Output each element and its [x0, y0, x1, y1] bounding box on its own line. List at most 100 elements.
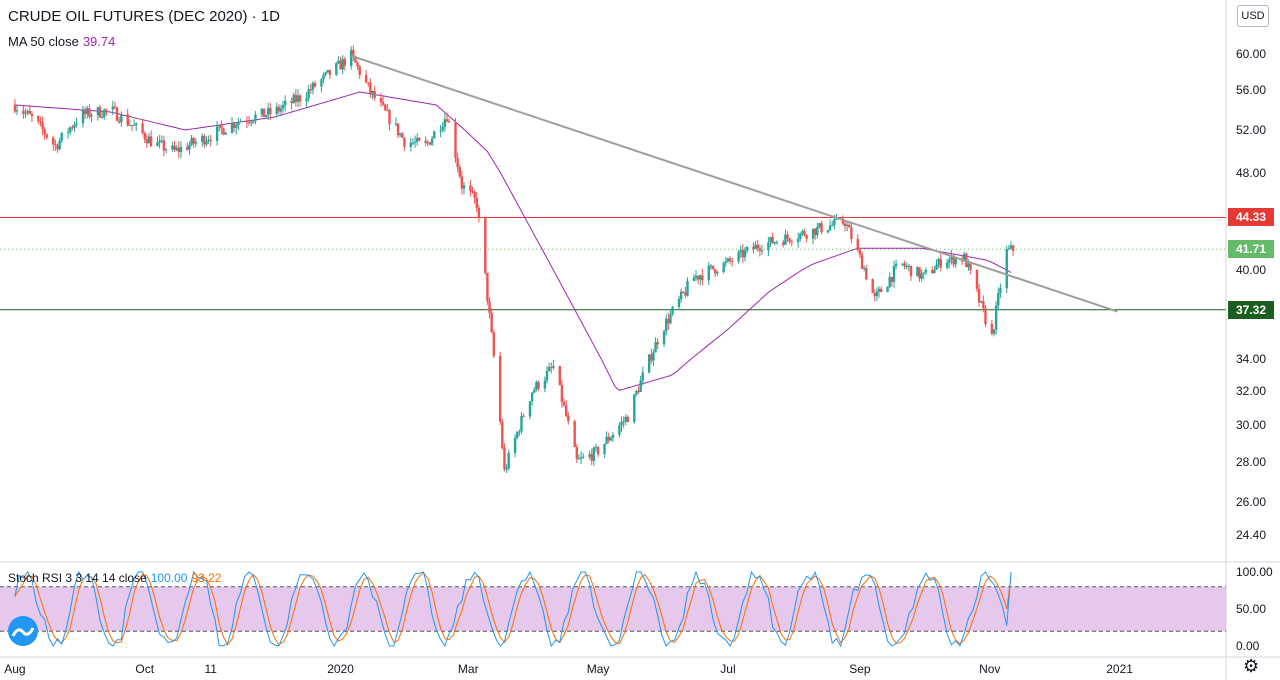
- candle-125: [386, 104, 389, 112]
- candle-body-208: [635, 390, 638, 395]
- candle-body-135: [415, 137, 419, 142]
- candle-body-113: [352, 49, 355, 57]
- candle-39: [130, 125, 134, 131]
- candle-324: [980, 300, 983, 304]
- candle-body-131: [403, 137, 406, 147]
- candle-body-320: [967, 263, 970, 268]
- candle-body-47: [156, 142, 159, 147]
- candle-body-244: [741, 249, 745, 258]
- candle-95: [296, 89, 300, 108]
- candle-body-130: [401, 133, 404, 138]
- candle-body-82: [260, 108, 264, 115]
- candle-165: [505, 464, 508, 474]
- candle-102: [320, 77, 323, 93]
- candle-253: [769, 236, 772, 247]
- candle-body-235: [713, 269, 717, 274]
- candle-body-271: [820, 223, 823, 233]
- candle-0: [13, 98, 17, 114]
- candle-162: [498, 351, 502, 425]
- candle-body-120: [371, 90, 374, 94]
- candle-body-199: [607, 436, 610, 441]
- candle-body-324: [980, 301, 983, 303]
- candle-52: [171, 142, 174, 152]
- candle-body-310: [937, 258, 940, 265]
- candle-body-145: [445, 119, 449, 122]
- candle-body-233: [709, 265, 713, 267]
- candle-body-214: [652, 352, 655, 361]
- candle-44: [145, 134, 149, 148]
- x-tick-label-8: Nov: [979, 662, 1000, 676]
- stoch-rsi-band: [0, 586, 1226, 632]
- candle-56: [179, 141, 183, 158]
- candle-body-243: [739, 249, 742, 253]
- candle-194: [592, 445, 596, 466]
- candle-body-216: [656, 342, 659, 345]
- tradingview-logo-icon[interactable]: [8, 616, 38, 646]
- stoch-rsi-d-value: 93.22: [191, 571, 222, 585]
- candle-106: [328, 69, 332, 80]
- candle-body-275: [833, 219, 836, 225]
- candle-body-230: [699, 275, 702, 280]
- candle-body-62: [201, 135, 204, 142]
- candle-257: [782, 239, 785, 248]
- candle-225: [684, 286, 687, 298]
- candle-body-249: [756, 244, 759, 249]
- candle-body-256: [775, 242, 779, 244]
- candle-body-236: [716, 271, 719, 274]
- price-label-support: 37.32: [1228, 300, 1274, 319]
- candle-335: [1011, 244, 1015, 256]
- candle-body-277: [841, 218, 845, 224]
- candle-body-262: [796, 238, 800, 243]
- candle-body-68: [218, 124, 221, 127]
- candle-body-84: [264, 115, 268, 117]
- candle-body-91: [284, 100, 287, 105]
- candle-204: [622, 416, 625, 429]
- candle-131: [403, 137, 406, 151]
- candle-294: [890, 276, 894, 287]
- stoch-rsi-d-line: [14, 572, 1012, 646]
- candle-283: [858, 247, 862, 258]
- candle-328: [992, 328, 996, 337]
- candle-175: [535, 380, 538, 392]
- candle-body-77: [245, 121, 249, 123]
- candle-body-179: [547, 367, 551, 371]
- candle-101: [313, 80, 317, 88]
- candle-body-156: [477, 207, 481, 218]
- candle-body-168: [516, 431, 519, 438]
- candle-body-14: [56, 145, 59, 150]
- candle-body-61: [194, 141, 198, 144]
- candle-body-53: [173, 145, 176, 150]
- candle-body-162: [498, 355, 502, 422]
- candle-body-293: [888, 276, 891, 287]
- ma-legend[interactable]: MA 50 close 39.74: [8, 34, 115, 49]
- candle-62: [201, 133, 204, 147]
- candle-120: [371, 90, 374, 100]
- candle-105: [326, 69, 329, 74]
- candle-329: [994, 301, 998, 335]
- settings-gear-icon[interactable]: ⚙: [1243, 656, 1260, 676]
- candle-198: [605, 431, 608, 445]
- candle-160: [490, 307, 493, 334]
- candle-body-279: [845, 224, 849, 226]
- candle-body-245: [743, 250, 747, 258]
- candle-body-69: [220, 124, 223, 129]
- candle-310: [937, 257, 940, 269]
- candle-309: [935, 259, 938, 270]
- candle-209: [637, 386, 640, 395]
- currency-button[interactable]: USD: [1237, 5, 1269, 27]
- candle-body-258: [784, 234, 787, 245]
- candle-body-41: [135, 123, 138, 125]
- candle-208: [635, 389, 638, 397]
- stoch-rsi-legend[interactable]: Stoch RSI 3 3 14 14 close 100.00 93.22: [8, 571, 221, 585]
- candle-body-194: [592, 447, 596, 461]
- candle-249: [756, 239, 759, 252]
- candle-body-309: [935, 264, 938, 270]
- x-tick-label-4: Mar: [458, 662, 479, 676]
- candle-body-81: [254, 114, 257, 122]
- candle-body-13: [54, 144, 57, 146]
- candle-21: [75, 117, 78, 128]
- candle-36: [120, 111, 123, 127]
- candle-42: [141, 119, 144, 135]
- candle-159: [488, 297, 491, 319]
